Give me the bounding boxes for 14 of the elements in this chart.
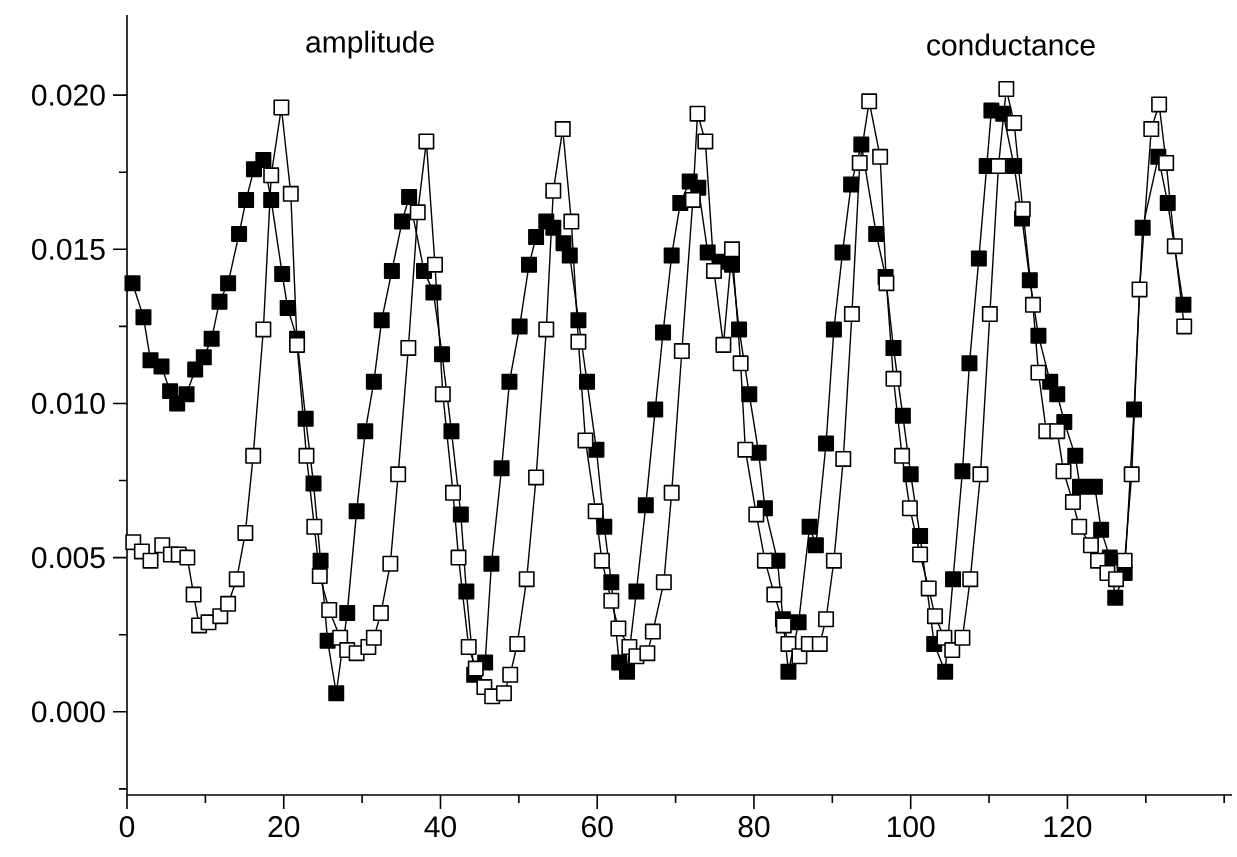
x-tick-label: 120 <box>1044 816 1092 838</box>
x-tick-label: 20 <box>268 816 300 838</box>
y-tick-label: 0.000 <box>32 701 105 723</box>
annotation: conductance <box>927 33 1095 56</box>
y-tick-label: 0.015 <box>32 238 105 260</box>
x-tick-label: 60 <box>582 816 613 838</box>
y-tick-label: 0.020 <box>32 84 105 106</box>
x-tick-label: 80 <box>738 816 770 838</box>
x-tick-label: 100 <box>887 816 935 838</box>
y-tick-label: 0.005 <box>32 546 105 569</box>
x-tick-label: 40 <box>424 816 456 838</box>
x-tick-label: 0 <box>119 816 135 838</box>
y-tick-label: 0.010 <box>32 392 105 415</box>
annotation: amplitude <box>306 30 434 59</box>
